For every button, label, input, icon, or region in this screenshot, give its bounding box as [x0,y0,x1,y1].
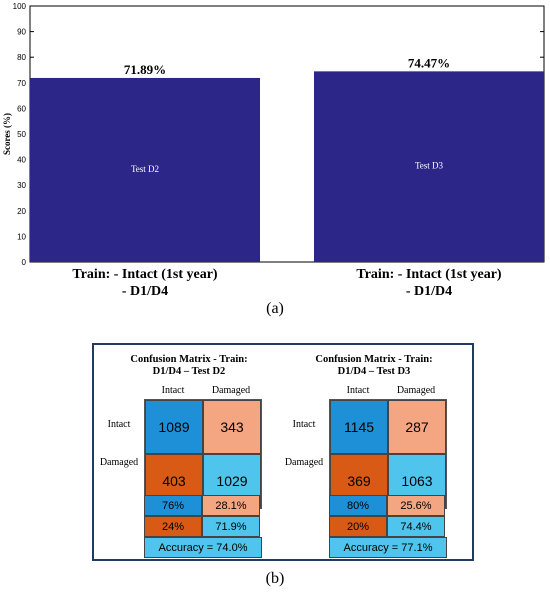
cm2-pct-tn: 74.4% [387,516,445,537]
bar [314,71,544,262]
y-tick-label: 40 [17,156,26,165]
cm1-cell-tp: 1089 [145,400,203,454]
cm2-title: Confusion Matrix - Train: D1/D4 – Test D… [315,354,433,377]
x-category-line: Train: - Intact (1st year) [72,267,217,282]
y-tick-label: 30 [17,181,26,190]
cm1-pct-tp: 76% [144,495,202,516]
y-tick-label: 60 [17,104,26,113]
y-axis-label: Scores (%) [2,113,12,155]
cm2-col-intact: Intact [346,385,370,396]
bar-inner-label: Test D3 [415,161,444,171]
y-tick-label: 80 [17,53,26,62]
x-category-line: Train: - Intact (1st year) [356,267,501,282]
caption-b: (b) [265,570,285,587]
cm2-row-damaged: Damaged [284,457,324,468]
cm1-grid: 1089 343 403 1029 [144,399,262,509]
confusion-matrix-2: Confusion Matrix - Train: D1/D4 – Test D… [279,345,469,559]
cm2-percent-grid: 80% 25.6% 20% 74.4% Accuracy = 77.1% [329,495,447,559]
cm1-percent-grid: 76% 28.1% 24% 71.9% Accuracy = 74.0% [144,495,262,559]
bar-value-label: 71.89% [124,62,166,77]
cm2-col-damaged: Damaged [396,385,436,396]
cm1-cell-fp: 343 [203,400,261,454]
y-tick-label: 0 [22,258,27,267]
x-category-line: - D1/D4 [122,284,168,299]
cm1-pct-fn: 24% [144,516,202,537]
bar-chart: 0 10 20 30 40 50 60 70 80 90 100 Scores (%) 71.89% Te… [2,2,545,299]
y-tick-label: 20 [17,207,26,216]
cm2-accuracy: Accuracy = 77.1% [329,537,447,558]
confusion-matrix-1: Confusion Matrix - Train: D1/D4 – Test D… [94,345,284,559]
cm1-row-intact: Intact [107,419,131,430]
cm2-pct-tp: 80% [329,495,387,516]
confusion-matrix-panel: Confusion Matrix - Train: D1/D4 – Test D… [92,343,474,561]
y-tick-label: 50 [17,130,26,139]
bar-value-label: 74.47% [408,55,450,70]
cm1-accuracy: Accuracy = 74.0% [144,537,262,558]
y-tick-label: 10 [17,232,26,241]
cm2-pct-fn: 20% [329,516,387,537]
cm1-col-intact: Intact [161,385,185,396]
cm1-row-damaged: Damaged [99,457,139,468]
y-tick-label: 100 [13,2,27,11]
y-tick-label: 90 [17,28,26,37]
cm1-pct-tn: 71.9% [202,516,260,537]
bar-inner-label: Test D2 [131,164,159,174]
cm2-cell-fp: 287 [388,400,446,454]
cm1-col-damaged: Damaged [211,385,251,396]
bar [30,77,260,262]
cm2-cell-tp: 1145 [330,400,388,454]
cm1-title: Confusion Matrix - Train: D1/D4 – Test D… [130,354,248,377]
y-tick-label: 70 [17,79,26,88]
cm2-row-intact: Intact [292,419,316,430]
x-category-label: Train: - Intact (1st year) - D1/D4 [72,267,217,299]
x-category-line: - D1/D4 [406,284,452,299]
caption-a: (a) [266,300,284,317]
cm2-pct-fp: 25.6% [387,495,445,516]
cm2-grid: 1145 287 369 1063 [329,399,447,509]
cm1-pct-fp: 28.1% [202,495,260,516]
x-category-label: Train: - Intact (1st year) - D1/D4 [356,267,501,299]
